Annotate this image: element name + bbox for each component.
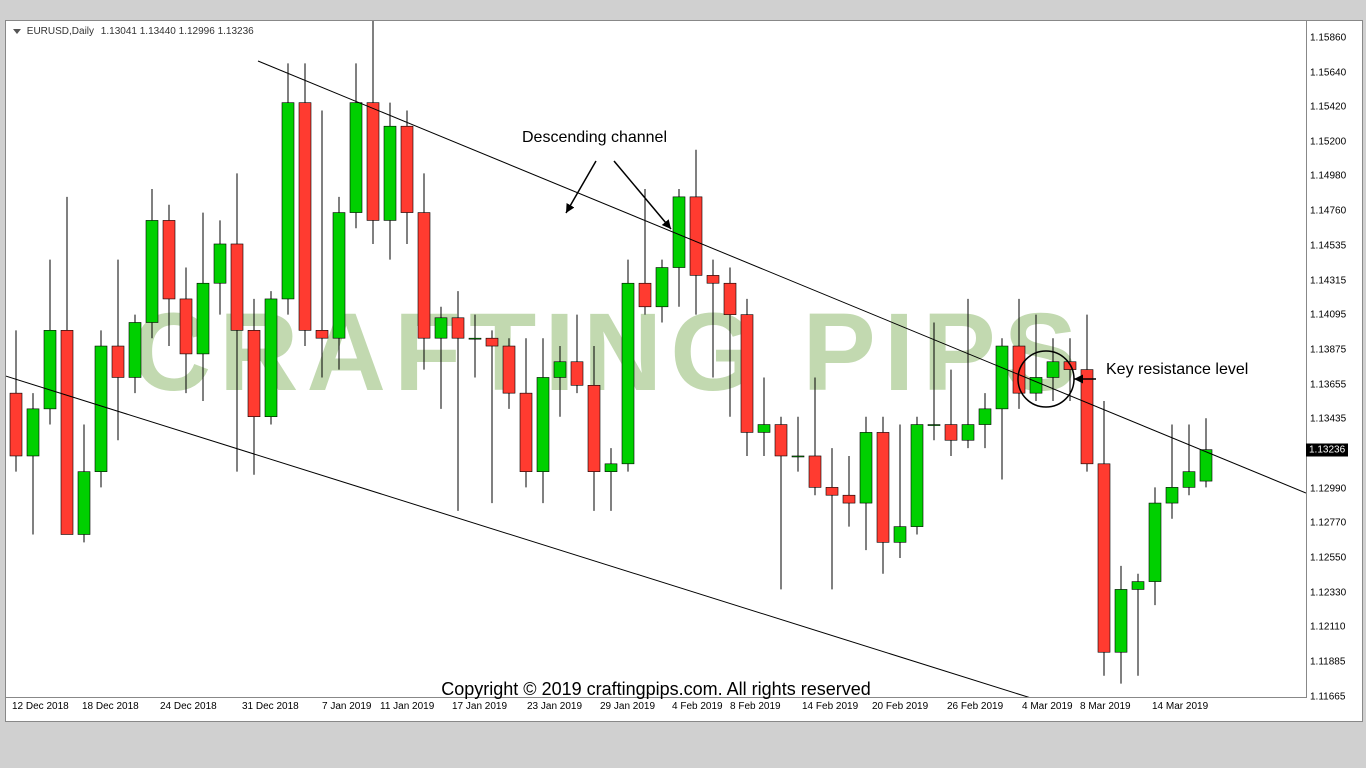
- chart-frame: EURUSD,Daily 1.13041 1.13440 1.12996 1.1…: [5, 20, 1363, 722]
- y-tick-label: 1.13655: [1310, 379, 1346, 390]
- y-tick-label: 1.12770: [1310, 518, 1346, 529]
- x-tick-label: 14 Mar 2019: [1152, 701, 1208, 712]
- chart-title-bar[interactable]: EURUSD,Daily 1.13041 1.13440 1.12996 1.1…: [10, 25, 257, 38]
- x-tick-label: 17 Jan 2019: [452, 701, 507, 712]
- y-tick-label: 1.15860: [1310, 33, 1346, 44]
- y-tick-label: 1.15200: [1310, 136, 1346, 147]
- y-tick-label: 1.14095: [1310, 310, 1346, 321]
- price-axis: 1.13236 1.15860 1.15640 1.15420 1.15200 1.14…: [1306, 21, 1362, 697]
- y-tick-label: 1.15640: [1310, 67, 1346, 78]
- y-tick-label: 1.11665: [1310, 692, 1345, 703]
- y-tick-label: 1.12110: [1310, 622, 1345, 633]
- time-axis: 12 Dec 2018 18 Dec 2018 24 Dec 2018 31 Dec …: [6, 697, 1306, 721]
- y-tick-label: 1.12990: [1310, 483, 1346, 494]
- ohlc-header: 1.13041 1.13440 1.12996 1.13236: [101, 26, 254, 37]
- x-tick-label: 12 Dec 2018: [12, 701, 69, 712]
- dropdown-arrow-icon[interactable]: [13, 29, 21, 34]
- descending-channel-label: Descending channel: [522, 129, 667, 147]
- x-tick-label: 23 Jan 2019: [527, 701, 582, 712]
- key-resistance-label: Key resistance level: [1106, 361, 1248, 379]
- y-tick-label: 1.13875: [1310, 344, 1346, 355]
- x-tick-label: 7 Jan 2019: [322, 701, 372, 712]
- y-tick-label: 1.14315: [1310, 275, 1346, 286]
- x-tick-label: 24 Dec 2018: [160, 701, 217, 712]
- y-tick-label: 1.15420: [1310, 102, 1346, 113]
- x-tick-label: 8 Feb 2019: [730, 701, 781, 712]
- x-tick-label: 18 Dec 2018: [82, 701, 139, 712]
- y-tick-label: 1.13435: [1310, 414, 1346, 425]
- current-price-marker: 1.13236: [1306, 444, 1348, 457]
- x-tick-label: 14 Feb 2019: [802, 701, 858, 712]
- y-tick-label: 1.14760: [1310, 206, 1346, 217]
- instrument-label: EURUSD,Daily: [27, 26, 94, 37]
- x-tick-label: 26 Feb 2019: [947, 701, 1003, 712]
- x-tick-label: 4 Feb 2019: [672, 701, 723, 712]
- plot-area[interactable]: EURUSD,Daily 1.13041 1.13440 1.12996 1.1…: [6, 21, 1307, 698]
- x-tick-label: 31 Dec 2018: [242, 701, 299, 712]
- x-tick-label: 11 Jan 2019: [380, 701, 434, 712]
- x-tick-label: 8 Mar 2019: [1080, 701, 1131, 712]
- x-tick-label: 29 Jan 2019: [600, 701, 655, 712]
- x-tick-label: 20 Feb 2019: [872, 701, 928, 712]
- y-tick-label: 1.12550: [1310, 553, 1346, 564]
- y-tick-label: 1.14535: [1310, 241, 1346, 252]
- y-tick-label: 1.12330: [1310, 587, 1346, 598]
- watermark-text: CRAFTING PIPS: [132, 289, 1085, 416]
- x-tick-label: 4 Mar 2019: [1022, 701, 1073, 712]
- y-tick-label: 1.14980: [1310, 171, 1346, 182]
- chart-overlay: [6, 21, 1306, 697]
- y-tick-label: 1.11885: [1310, 657, 1345, 668]
